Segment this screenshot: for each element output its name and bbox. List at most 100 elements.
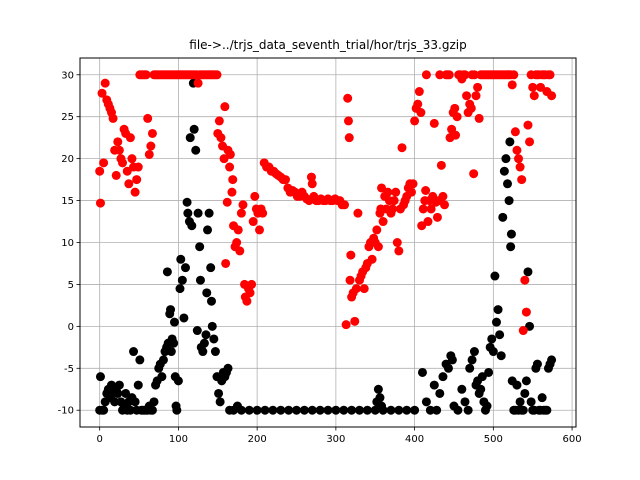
data-point-series-0: [193, 208, 203, 218]
data-point-series-0: [463, 405, 473, 415]
data-point-series-0: [518, 405, 528, 415]
data-point-series-0: [417, 367, 427, 377]
data-point-series-1: [114, 145, 124, 155]
data-point-series-0: [201, 330, 211, 340]
data-point-series-1: [432, 212, 442, 222]
data-point-series-1: [118, 158, 128, 168]
data-point-series-1: [216, 133, 226, 143]
data-point-series-1: [435, 70, 445, 80]
data-point-series-1: [228, 175, 238, 185]
data-point-series-0: [189, 124, 199, 134]
data-point-series-0: [149, 397, 159, 407]
data-point-series-0: [130, 397, 140, 407]
data-point-series-0: [210, 347, 220, 357]
data-point-series-1: [125, 133, 135, 143]
data-point-series-0: [185, 133, 195, 143]
data-point-series-1: [515, 162, 525, 172]
data-point-series-0: [410, 405, 420, 415]
data-point-series-1: [462, 91, 472, 101]
data-point-series-0: [347, 405, 357, 415]
data-point-series-0: [482, 401, 492, 411]
data-point-series-0: [457, 384, 467, 394]
data-point-series-0: [133, 380, 143, 390]
x-tick-label: 600: [563, 434, 582, 445]
data-point-series-0: [135, 355, 145, 365]
x-tick-label: 0: [96, 434, 102, 445]
y-tick-label: 10: [61, 238, 74, 249]
data-point-series-1: [346, 250, 356, 260]
data-point-series-0: [503, 179, 513, 189]
data-point-series-0: [331, 405, 341, 415]
data-point-series-1: [250, 191, 260, 201]
data-point-series-1: [214, 116, 224, 126]
data-point-series-0: [487, 334, 497, 344]
data-point-series-0: [515, 397, 525, 407]
data-point-series-1: [144, 149, 154, 159]
data-point-series-1: [95, 166, 105, 176]
data-point-series-0: [547, 355, 557, 365]
data-point-series-1: [248, 217, 258, 227]
x-tick-label: 200: [248, 434, 267, 445]
data-point-series-1: [521, 307, 531, 317]
data-point-series-1: [471, 91, 481, 101]
data-point-series-1: [421, 186, 431, 196]
data-point-series-1: [545, 70, 555, 80]
data-point-series-0: [467, 355, 477, 365]
data-point-series-0: [375, 393, 385, 403]
data-point-series-0: [209, 334, 219, 344]
data-point-series-1: [350, 316, 360, 326]
data-point-series-1: [517, 175, 527, 185]
y-axis-ticks: -10 -5 0 5 10 15 20 25 30: [58, 70, 80, 417]
data-point-series-0: [192, 326, 202, 336]
data-point-series-0: [173, 376, 183, 386]
data-point-series-1: [429, 118, 439, 128]
data-point-series-0: [421, 397, 431, 407]
data-point-series-1: [307, 179, 317, 189]
data-point-series-0: [204, 208, 214, 218]
data-point-series-0: [157, 372, 167, 382]
data-point-series-1: [388, 204, 398, 214]
data-point-series-0: [203, 225, 213, 235]
data-point-series-0: [110, 397, 120, 407]
data-point-series-0: [129, 347, 139, 357]
y-tick-label: 0: [68, 322, 74, 333]
data-point-series-0: [537, 393, 547, 403]
data-point-series-1: [343, 116, 353, 126]
data-point-series-1: [95, 198, 105, 208]
data-point-series-1: [421, 70, 431, 80]
data-point-series-0: [206, 296, 216, 306]
data-point-series-1: [227, 187, 237, 197]
data-point-series-0: [276, 405, 286, 415]
data-point-series-0: [187, 221, 197, 231]
data-point-series-1: [141, 70, 151, 80]
data-point-series-0: [501, 154, 511, 164]
y-tick-label: -10: [58, 406, 74, 417]
data-point-series-0: [521, 376, 531, 386]
data-point-series-1: [373, 242, 383, 252]
data-point-series-1: [238, 200, 248, 210]
data-point-series-1: [133, 162, 143, 172]
data-point-series-0: [484, 367, 494, 377]
data-point-series-0: [488, 347, 498, 357]
data-point-series-1: [127, 154, 137, 164]
data-point-series-1: [359, 284, 369, 294]
data-point-series-0: [465, 363, 475, 373]
data-point-series-0: [182, 197, 192, 207]
data-point-series-1: [343, 93, 353, 103]
data-point-series-0: [498, 212, 508, 222]
data-point-series-0: [542, 405, 552, 415]
data-point-series-1: [221, 258, 231, 268]
data-point-series-0: [438, 372, 448, 382]
data-point-series-0: [460, 397, 470, 407]
data-point-series-0: [191, 145, 201, 155]
data-point-series-0: [169, 317, 179, 327]
data-point-series-1: [394, 246, 404, 256]
data-point-series-0: [166, 347, 176, 357]
data-point-series-1: [353, 208, 363, 218]
data-point-series-0: [443, 363, 453, 373]
data-point-series-0: [526, 397, 536, 407]
data-point-series-1: [426, 204, 436, 214]
data-point-series-0: [195, 275, 205, 285]
data-point-series-0: [476, 384, 486, 394]
